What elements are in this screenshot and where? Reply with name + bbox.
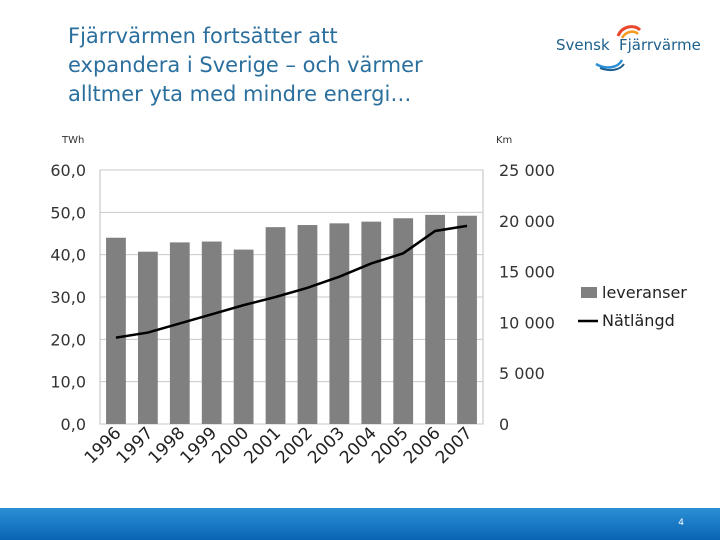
right-tick-label: 25 000 xyxy=(499,161,555,180)
title-line-3: alltmer yta med mindre energi… xyxy=(68,82,412,106)
left-tick-label: 10,0 xyxy=(50,373,86,392)
title-line-1: Fjärrvärmen fortsätter att xyxy=(68,24,338,48)
left-tick-label: 0,0 xyxy=(61,415,86,434)
right-tick-label: 0 xyxy=(499,415,509,434)
bar-1999 xyxy=(201,241,222,424)
title-line-2: expandera i Sverige – och värmer xyxy=(68,53,423,77)
left-axis-unit-label: TWh xyxy=(61,135,84,146)
logo-swoosh-orange xyxy=(620,30,639,39)
left-tick-label: 60,0 xyxy=(50,161,86,180)
svensk-fjarrvarme-logo: Svensk Fjärrvärme xyxy=(556,24,706,74)
logo-swoosh-graphic xyxy=(595,25,642,72)
bar-2001 xyxy=(265,227,286,424)
bar-2005 xyxy=(393,218,414,424)
right-tick-label: 20 000 xyxy=(499,212,555,231)
logo-text-fjarrvarme: Fjärrvärme xyxy=(619,36,701,54)
x-tick-label: 2007 xyxy=(432,423,477,468)
slide-title: Fjärrvärmen fortsätter att expandera i S… xyxy=(68,22,508,109)
right-tick-label: 15 000 xyxy=(499,263,555,282)
left-tick-label: 40,0 xyxy=(50,246,86,265)
page-number: 4 xyxy=(678,518,684,528)
line-natlangd xyxy=(115,224,468,339)
right-axis-unit-label: Km xyxy=(496,135,512,146)
bar-1998 xyxy=(169,242,190,424)
legend-label-natlangd: Nätlängd xyxy=(602,311,675,330)
logo-swoosh-blue xyxy=(595,59,624,69)
bar-1996 xyxy=(106,237,126,424)
bar-2007 xyxy=(457,215,477,424)
logo-swoosh-red xyxy=(616,25,642,37)
bar-1997 xyxy=(137,251,158,424)
bar-2002 xyxy=(297,225,318,424)
logo-swoosh-darkblue xyxy=(599,63,625,72)
right-tick-label: 5 000 xyxy=(499,364,545,383)
bar-2000 xyxy=(233,249,254,424)
legend-swatch-leveranser xyxy=(581,287,597,298)
bar-2004 xyxy=(361,221,382,424)
left-tick-label: 20,0 xyxy=(50,330,86,349)
right-tick-label: 10 000 xyxy=(499,313,555,332)
district-heating-chart: 0,0 10,0 20,0 30,0 40,0 50,0 60,0 0 5 000 10 000 1… xyxy=(50,135,687,468)
bar-2003 xyxy=(329,223,350,424)
footer-bar: 4 xyxy=(0,508,720,540)
left-tick-label: 50,0 xyxy=(50,203,86,222)
bar-2006 xyxy=(425,214,446,424)
left-tick-label: 30,0 xyxy=(50,288,86,307)
legend-label-leveranser: leveranser xyxy=(602,283,687,302)
logo-text-svensk: Svensk xyxy=(556,36,610,54)
